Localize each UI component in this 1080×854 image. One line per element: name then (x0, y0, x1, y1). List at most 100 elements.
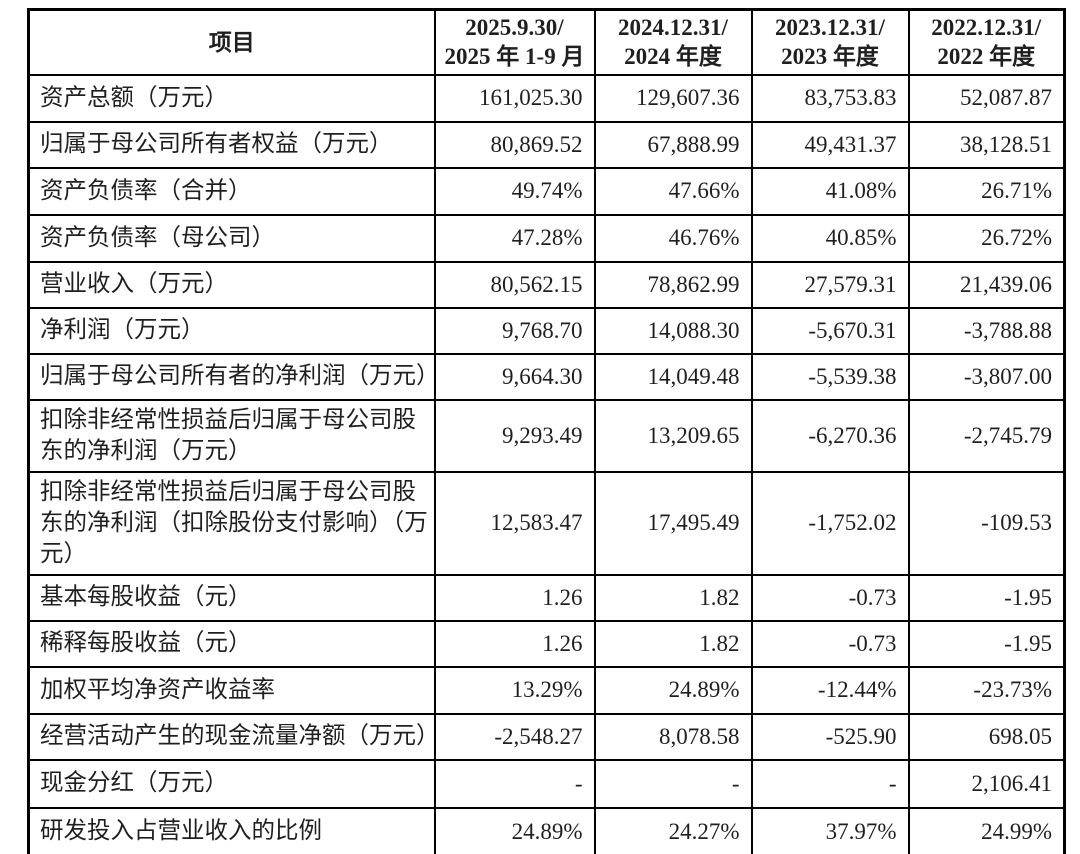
cell-value: 47.66% (593, 166, 753, 216)
row-label: 资产负债率（合并） (27, 166, 436, 216)
cell-value: 83,753.83 (750, 73, 910, 123)
cell-value: -1,752.02 (750, 470, 910, 576)
cell-value: -0.73 (750, 573, 910, 622)
col-header-period-2023: 2023.12.31/ 2023 年度 (750, 8, 910, 76)
cell-value: - (433, 758, 596, 809)
table-row-operating-revenue: 营业收入（万元） 80,562.15 78,862.99 27,579.31 2… (27, 260, 1066, 309)
cell-value: 27,579.31 (750, 260, 910, 309)
cell-value: 129,607.36 (593, 73, 753, 123)
cell-value: 1.26 (433, 573, 596, 622)
cell-value: -5,670.31 (750, 306, 910, 355)
cell-value: 24.89% (593, 665, 753, 715)
table-row-total-assets: 资产总额（万元） 161,025.30 129,607.36 83,753.83… (27, 73, 1066, 123)
cell-value: -6,270.36 (750, 398, 910, 473)
period-date: 2025.9.30/ (465, 15, 564, 41)
cell-value: -2,745.79 (907, 398, 1066, 473)
cell-value: 24.27% (593, 806, 753, 854)
period-range: 2025 年 1-9 月 (444, 44, 585, 70)
cell-value: 9,768.70 (433, 306, 596, 355)
financial-summary-table: 项目 2025.9.30/ 2025 年 1-9 月 2024.12.31/ 2… (27, 8, 1066, 854)
cell-value: -3,807.00 (907, 352, 1066, 401)
cell-value: 78,862.99 (593, 260, 753, 309)
row-label: 扣除非经常性损益后归属于母公司股东的净利润（万元） (27, 398, 436, 473)
row-label: 归属于母公司所有者权益（万元） (27, 120, 436, 169)
cell-value: -3,788.88 (907, 306, 1066, 355)
period-range: 2023 年度 (781, 44, 879, 70)
cell-value: 24.99% (907, 806, 1066, 854)
cell-value: 8,078.58 (593, 712, 753, 761)
cell-value: 1.82 (593, 573, 753, 622)
cell-value: -12.44% (750, 665, 910, 715)
row-label: 资产总额（万元） (27, 73, 436, 123)
cell-value: 37.97% (750, 806, 910, 854)
cell-value: 13.29% (433, 665, 596, 715)
table-row-net-profit-excl-sharepay: 扣除非经常性损益后归属于母公司股东的净利润（扣除股份支付影响）（万元） 12,5… (27, 470, 1066, 576)
cell-value: 9,293.49 (433, 398, 596, 473)
col-header-period-2022: 2022.12.31/ 2022 年度 (907, 8, 1066, 76)
cell-value: 47.28% (433, 213, 596, 263)
col-header-period-2024: 2024.12.31/ 2024 年度 (593, 8, 753, 76)
cell-value: 14,088.30 (593, 306, 753, 355)
table-row-rd-expense-ratio: 研发投入占营业收入的比例 24.89% 24.27% 37.97% 24.99% (27, 806, 1066, 854)
row-label: 净利润（万元） (27, 306, 436, 355)
cell-value: -525.90 (750, 712, 910, 761)
row-label: 归属于母公司所有者的净利润（万元） (27, 352, 440, 401)
row-label: 资产负债率（母公司） (27, 213, 436, 263)
row-label: 研发投入占营业收入的比例 (27, 806, 436, 854)
cell-value: 80,562.15 (433, 260, 596, 309)
period-range: 2022 年度 (937, 44, 1036, 70)
period-range: 2024 年度 (624, 44, 722, 70)
cell-value: 41.08% (750, 166, 910, 216)
cell-value: -1.95 (907, 619, 1066, 668)
row-label: 扣除非经常性损益后归属于母公司股东的净利润（扣除股份支付影响）（万元） (27, 470, 436, 576)
period-date: 2023.12.31/ (775, 15, 885, 41)
table-row-net-profit: 净利润（万元） 9,768.70 14,088.30 -5,670.31 -3,… (27, 306, 1066, 355)
row-label: 稀释每股收益（元） (27, 619, 436, 668)
cell-value: -109.53 (907, 470, 1066, 576)
table-row-cash-dividend: 现金分红（万元） - - - 2,106.41 (27, 758, 1066, 809)
cell-value: -23.73% (907, 665, 1066, 715)
cell-value: 12,583.47 (433, 470, 596, 576)
cell-value: 26.71% (907, 166, 1066, 216)
cell-value: 24.89% (433, 806, 596, 854)
table-header-row: 项目 2025.9.30/ 2025 年 1-9 月 2024.12.31/ 2… (27, 8, 1066, 76)
cell-value: 38,128.51 (907, 120, 1066, 169)
cell-value: 1.82 (593, 619, 753, 668)
row-label: 加权平均净资产收益率 (27, 665, 436, 715)
table-row-diluted-eps: 稀释每股收益（元） 1.26 1.82 -0.73 -1.95 (27, 619, 1066, 668)
cell-value: 1.26 (433, 619, 596, 668)
cell-value: 40.85% (750, 213, 910, 263)
table-row-operating-cashflow: 经营活动产生的现金流量净额（万元） -2,548.27 8,078.58 -52… (27, 712, 1066, 761)
row-label: 经营活动产生的现金流量净额（万元） (27, 712, 440, 761)
table-row-debt-ratio-consolidated: 资产负债率（合并） 49.74% 47.66% 41.08% 26.71% (27, 166, 1066, 216)
col-header-item: 项目 (27, 8, 436, 76)
cell-value: 2,106.41 (907, 758, 1066, 809)
cell-value: 49.74% (433, 166, 596, 216)
cell-value: 698.05 (907, 712, 1066, 761)
row-label: 现金分红（万元） (27, 758, 436, 809)
table-row-parent-equity: 归属于母公司所有者权益（万元） 80,869.52 67,888.99 49,4… (27, 120, 1066, 169)
row-label: 营业收入（万元） (27, 260, 436, 309)
cell-value: 26.72% (907, 213, 1066, 263)
cell-value: -2,548.27 (433, 712, 596, 761)
cell-value: 49,431.37 (750, 120, 910, 169)
period-date: 2022.12.31/ (931, 15, 1042, 41)
cell-value: 21,439.06 (907, 260, 1066, 309)
cell-value: 67,888.99 (593, 120, 753, 169)
cell-value: 13,209.65 (593, 398, 753, 473)
table-row-net-profit-parent: 归属于母公司所有者的净利润（万元） 9,664.30 14,049.48 -5,… (27, 352, 1066, 401)
table-row-net-profit-excl-nonrecurring: 扣除非经常性损益后归属于母公司股东的净利润（万元） 9,293.49 13,20… (27, 398, 1066, 473)
col-header-period-2025: 2025.9.30/ 2025 年 1-9 月 (433, 8, 596, 76)
cell-value: -0.73 (750, 619, 910, 668)
table-row-basic-eps: 基本每股收益（元） 1.26 1.82 -0.73 -1.95 (27, 573, 1066, 622)
cell-value: 9,664.30 (433, 352, 596, 401)
table-row-debt-ratio-parent: 资产负债率（母公司） 47.28% 46.76% 40.85% 26.72% (27, 213, 1066, 263)
cell-value: 161,025.30 (433, 73, 596, 123)
row-label: 基本每股收益（元） (27, 573, 436, 622)
cell-value: -5,539.38 (750, 352, 910, 401)
cell-value: - (750, 758, 910, 809)
cell-value: 17,495.49 (593, 470, 753, 576)
cell-value: - (593, 758, 753, 809)
table-row-weighted-avg-roe: 加权平均净资产收益率 13.29% 24.89% -12.44% -23.73% (27, 665, 1066, 715)
cell-value: 80,869.52 (433, 120, 596, 169)
